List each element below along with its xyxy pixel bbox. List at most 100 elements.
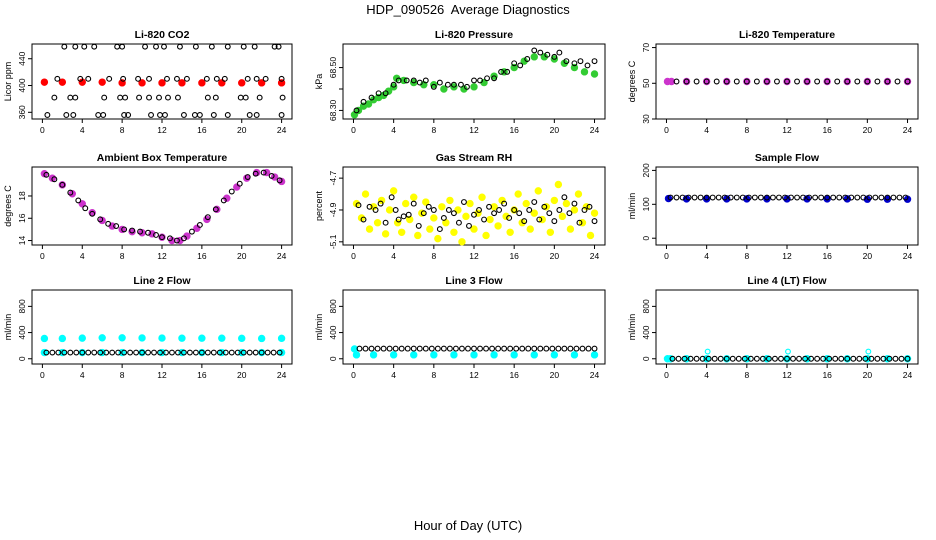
- co2-data-point: [121, 112, 128, 118]
- box-temp-data-point: [180, 235, 187, 242]
- line2-flow-data-point: [198, 334, 206, 342]
- gas-rh-data-point: [361, 190, 370, 198]
- line2-flow-x-tick-label: 8: [120, 370, 125, 380]
- line2-flow-data-point: [252, 349, 259, 356]
- gas-rh-data-point: [561, 194, 568, 201]
- co2-data-point: [122, 94, 129, 101]
- pressure-data-point: [470, 83, 478, 91]
- line4-flow-data-point: [820, 355, 827, 362]
- co2-y-tick-label: 440: [17, 51, 27, 65]
- box-temp-data-point: [276, 177, 283, 184]
- co2-data-point: [125, 112, 132, 118]
- co2-series-mid: [51, 94, 286, 101]
- line2-flow-data-point: [139, 349, 146, 356]
- sample-flow-data-point: [776, 194, 782, 201]
- line3-flow-data-point: [369, 351, 378, 359]
- gas-rh-data-point: [458, 238, 466, 246]
- sample-flow-data-point: [703, 194, 710, 201]
- gas-rh-data-point: [478, 193, 486, 201]
- box-temp-data-point: [188, 228, 195, 235]
- box-temp-data-point: [121, 226, 128, 233]
- box-temp-data-point: [244, 174, 251, 180]
- pressure-data-point: [504, 68, 511, 75]
- co2-data-point: [278, 112, 285, 118]
- line2-flow-data-point: [49, 349, 56, 356]
- line4-flow-data-point: [784, 355, 790, 362]
- sample-flow-data-point: [830, 194, 837, 201]
- licor-temp-data-point: [794, 78, 800, 85]
- sample-flow-data-point: [818, 194, 825, 201]
- line3-flow-data-point: [410, 351, 418, 359]
- line3-flow-data-point: [434, 345, 441, 352]
- co2-data-point: [275, 43, 282, 50]
- gas-rh-y-tick-label: -4.9: [328, 202, 338, 217]
- co2-y-axis-label: Licor ppm: [3, 62, 13, 102]
- licor-temp-data-point: [874, 78, 881, 85]
- licor-temp-x-tick-label: 24: [903, 125, 913, 135]
- box-temp-data-point: [167, 235, 173, 242]
- pressure-data-point: [368, 94, 375, 101]
- box-temp-data-point: [43, 171, 50, 178]
- gas-rh-data-point: [511, 207, 518, 213]
- line3-flow-data-point: [590, 351, 599, 359]
- pressure-data-point: [375, 90, 382, 97]
- co2-data-point: [180, 112, 187, 118]
- box-temp-data-point: [51, 176, 58, 183]
- line2-flow-data-point: [138, 334, 146, 342]
- gas-rh-data-point: [454, 206, 462, 214]
- co2-data-point: [174, 94, 181, 101]
- pressure-data-point: [556, 49, 563, 56]
- co2-y-tick-label: 400: [17, 78, 27, 92]
- gas-rh-data-point: [430, 207, 437, 213]
- line3-flow-data-point: [591, 345, 598, 352]
- co2-data-point: [142, 43, 149, 50]
- line2-flow-data-point: [151, 349, 157, 356]
- line2-flow-x-tick-label: 0: [40, 370, 45, 380]
- line4-flow-data-point: [850, 355, 857, 362]
- line4-flow-data-point: [765, 355, 772, 362]
- line3-flow-x-tick-label: 16: [509, 370, 519, 380]
- line3-flow-data-point: [489, 345, 496, 352]
- pressure-data-point: [410, 77, 417, 84]
- co2-series-extra-high: [54, 75, 285, 82]
- line2-flow-data-point: [186, 349, 193, 356]
- gas-rh-data-point: [434, 234, 442, 243]
- co2-data-point: [204, 94, 211, 101]
- co2-data-point: [278, 75, 285, 82]
- line4-flow-data-point: [681, 355, 688, 362]
- gas-rh-y-axis-label: percent: [314, 190, 324, 221]
- line3-flow-x-tick-label: 20: [550, 370, 560, 380]
- sample-flow-x-tick-label: 20: [863, 251, 873, 261]
- line2-flow-data-point: [115, 349, 122, 356]
- pressure-series-mean: [350, 53, 599, 119]
- line4-flow-data-point: [771, 355, 778, 362]
- sample-flow-data-point: [836, 194, 843, 201]
- line4-flow-x-tick-label: 8: [744, 370, 749, 380]
- line3-flow-data-point: [471, 345, 477, 352]
- pressure-y-axis-label: kPa: [314, 74, 324, 90]
- line2-flow-data-point: [169, 349, 175, 356]
- line3-flow-data-point: [531, 345, 538, 352]
- gas-rh-data-point: [526, 225, 534, 233]
- box-temp-series-points: [43, 169, 283, 244]
- sample-flow-data-point: [667, 194, 674, 201]
- licor-temp-x-tick-label: 0: [664, 125, 669, 135]
- gas-rh-data-point: [395, 216, 402, 223]
- pressure-data-point: [390, 81, 397, 88]
- co2-data-point: [81, 43, 88, 50]
- line3-flow-data-point: [392, 345, 399, 352]
- gas-rh-data-point: [554, 180, 563, 189]
- line4-flow-x-tick-label: 16: [822, 370, 832, 380]
- co2-x-tick-label: 4: [80, 125, 85, 135]
- line3-flow-data-point: [386, 345, 393, 352]
- line3-flow-data-point: [470, 351, 478, 359]
- gas-rh-data-point: [526, 207, 533, 213]
- line2-flow-data-point: [270, 349, 277, 356]
- sample-flow-data-point: [685, 194, 692, 201]
- gas-rh-x-tick-label: 4: [391, 251, 396, 261]
- sample-flow-panel: Sample Flow ml/min 0 4 8 12 16 20 24 0 100 200: [627, 152, 919, 261]
- gas-rh-data-point: [562, 199, 571, 208]
- sample-flow-x-tick-label: 4: [704, 251, 709, 261]
- licor-temp-data-point: [723, 78, 730, 85]
- gas-rh-data-point: [382, 219, 389, 226]
